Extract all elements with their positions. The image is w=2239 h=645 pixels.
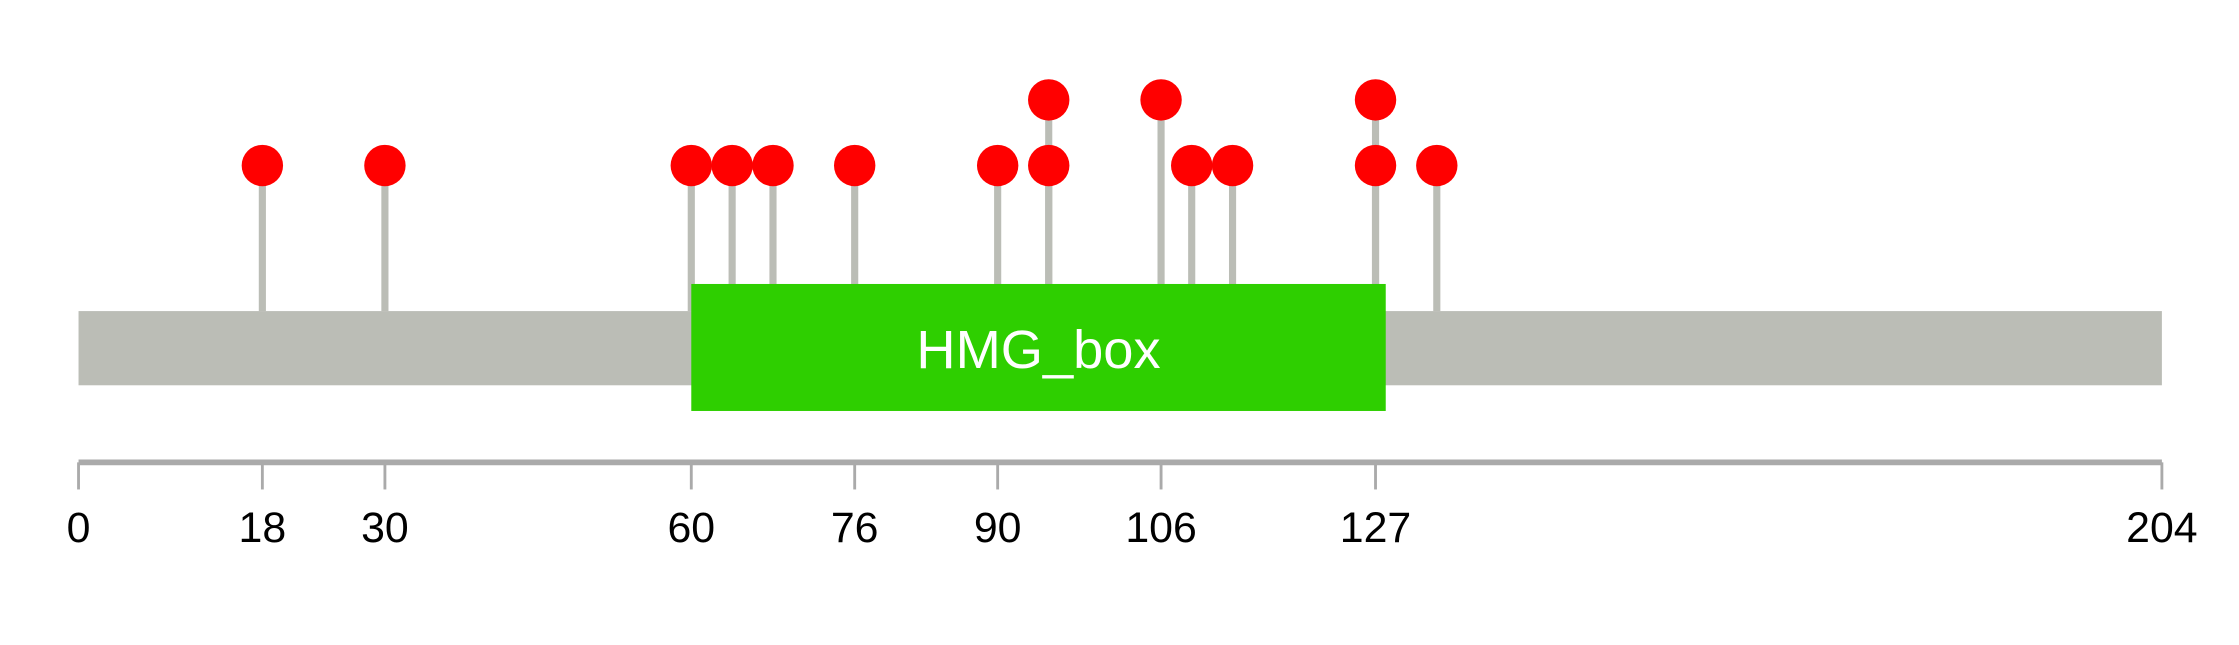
mutation-head[interactable] — [1416, 144, 1458, 187]
mutation-head[interactable] — [1211, 144, 1254, 187]
domain-box — [691, 283, 1386, 411]
axis-tick-label: 18 — [239, 504, 287, 552]
axis-tick-label: 127 — [1340, 504, 1411, 552]
mutation-head[interactable] — [364, 144, 406, 187]
axis-tick-label: 90 — [974, 504, 1022, 552]
axis-tick-label: 0 — [67, 504, 91, 552]
mutation-head[interactable] — [1170, 144, 1213, 187]
mutation-head[interactable] — [976, 144, 1019, 187]
mutation-head[interactable] — [711, 144, 753, 187]
mutation-head[interactable] — [752, 144, 794, 187]
mutation-head[interactable] — [833, 144, 876, 187]
axis-tick-label: 30 — [361, 504, 409, 552]
axis-tick-label: 106 — [1125, 504, 1196, 552]
mutation-head[interactable] — [241, 144, 284, 187]
mutation-head[interactable] — [1028, 144, 1070, 187]
mutation-head[interactable] — [1028, 79, 1070, 121]
mutation-head[interactable] — [1354, 79, 1397, 121]
axis-tick-label: 60 — [667, 504, 715, 552]
mutation-head[interactable] — [670, 144, 712, 187]
domain-label: HMG_box — [916, 320, 1160, 380]
axis-tick-label: 76 — [831, 504, 879, 552]
mutation-head[interactable] — [1140, 79, 1182, 121]
mutation-head[interactable] — [1354, 144, 1397, 187]
axis-tick-label: 204 — [2126, 504, 2197, 552]
